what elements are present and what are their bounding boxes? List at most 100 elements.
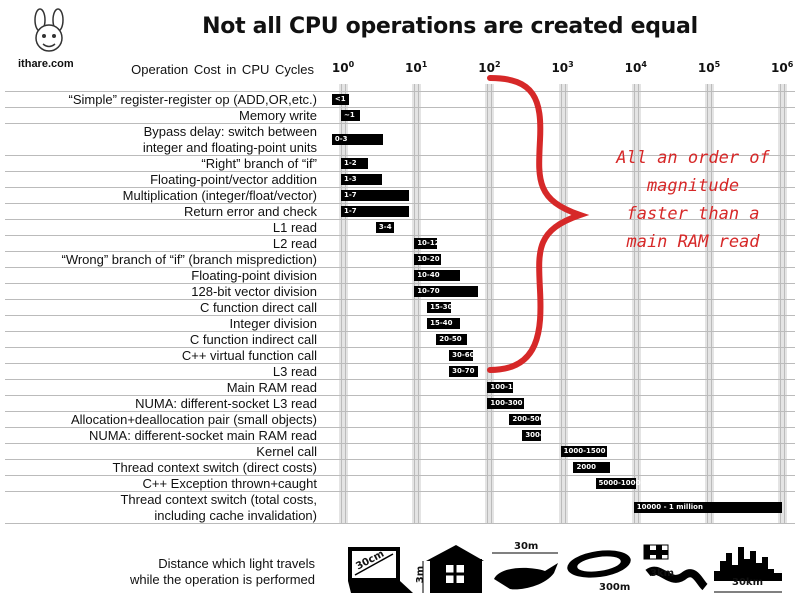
cost-bar: ~1 <box>341 110 360 121</box>
cost-bar: 3-4 <box>375 222 395 233</box>
gridline-horizontal <box>5 203 795 204</box>
cost-bar: 15-30 <box>427 302 452 313</box>
row-label: Allocation+deallocation pair (small obje… <box>70 412 317 427</box>
annotation-line: faster than a <box>626 204 760 224</box>
gridline-horizontal <box>5 251 795 252</box>
distance-label: Distance which light travels while the o… <box>130 556 315 587</box>
gridline-vertical <box>560 84 562 524</box>
cost-bar: 300-500 <box>522 430 557 441</box>
x-axis-title: Operation Cost in CPU Cycles <box>131 62 314 77</box>
whale-icon: 30m <box>490 541 565 596</box>
cost-bar: 0-3 <box>331 134 383 145</box>
decade-band <box>485 84 495 524</box>
cost-bar: 10000 - 1 million <box>633 502 783 513</box>
row-label: C++ Exception thrown+caught <box>142 476 317 491</box>
distance-value: 30m <box>514 541 539 552</box>
gridline-horizontal <box>5 283 795 284</box>
gridline-horizontal <box>5 427 795 428</box>
gridline-horizontal <box>5 379 795 380</box>
gridline-horizontal <box>5 443 795 444</box>
distance-value: 300m <box>599 582 631 593</box>
cost-bar: 1-2 <box>341 158 369 169</box>
row-label: Thread context switch (direct costs) <box>112 460 317 475</box>
cost-bar: 1-7 <box>341 190 410 201</box>
gridline-horizontal <box>5 187 795 188</box>
cost-bar: 10-70 <box>414 286 479 297</box>
cost-bar: 100-150 <box>487 382 523 393</box>
row-label: Thread context switch (total costs, incl… <box>120 492 317 523</box>
cost-bar: 200-500 <box>509 414 545 425</box>
gridline-horizontal <box>5 411 795 412</box>
gridline-vertical <box>784 84 786 524</box>
cost-bar: 1000-1500 <box>560 446 607 457</box>
distance-value: 3km <box>650 568 675 579</box>
row-label: NUMA: different-socket L3 read <box>135 396 317 411</box>
annotation-line: magnitude <box>646 176 740 196</box>
gridline-horizontal <box>5 523 795 524</box>
logo-text: ithare.com <box>18 58 74 70</box>
decade-band <box>778 84 788 524</box>
gridline-vertical <box>341 84 342 524</box>
cost-bar: 1-7 <box>341 206 410 217</box>
decade-band <box>339 84 348 524</box>
race-track-icon: 3km <box>640 543 710 595</box>
chart-title: Not all CPU operations are created equal <box>202 14 698 39</box>
decade-band <box>705 84 714 524</box>
row-label: Kernel call <box>256 444 317 459</box>
gridline-horizontal <box>5 219 795 220</box>
decade-band <box>412 84 422 524</box>
stadium-track-icon: 300m <box>565 548 635 596</box>
x-tick-label: 100 <box>331 60 355 75</box>
distance-value: 30km <box>732 577 763 588</box>
row-label: Memory write <box>238 108 317 123</box>
gridline-horizontal <box>5 395 795 396</box>
row-label: L1 read <box>272 220 317 235</box>
row-label: Integer division <box>229 316 317 331</box>
row-label: NUMA: different-socket main RAM read <box>88 428 317 443</box>
row-label: Floating-point division <box>191 268 317 283</box>
row-label: Bypass delay: switch between integer and… <box>142 124 317 155</box>
row-label: “Right” branch of “if” <box>201 156 317 171</box>
gridline-horizontal <box>5 347 795 348</box>
gridline-vertical <box>418 84 420 524</box>
cost-bar: 1-3 <box>341 174 382 185</box>
x-tick-label: 102 <box>478 60 501 75</box>
gridline-vertical <box>711 84 712 524</box>
annotation-text: All an order of magnitude faster than a … <box>588 144 798 256</box>
cost-bar: <1 <box>331 94 349 105</box>
gridline-horizontal <box>5 491 795 492</box>
laptop-icon: 30cm <box>345 545 415 595</box>
gridline-vertical <box>637 84 639 524</box>
row-label: “Wrong” branch of “if” (branch mispredic… <box>61 252 317 267</box>
gridline-horizontal <box>5 91 795 92</box>
brace-annotation-icon <box>487 75 590 373</box>
gridline-horizontal <box>5 315 795 316</box>
gridline-vertical <box>345 84 346 524</box>
logo: ithare.com <box>18 8 80 70</box>
row-label: “Simple” register-register op (ADD,OR,et… <box>68 92 318 107</box>
gridline-vertical <box>491 84 493 524</box>
gridline-horizontal <box>5 235 795 236</box>
gridline-horizontal <box>5 123 795 124</box>
x-tick-label: 104 <box>624 60 647 75</box>
gridline-horizontal <box>5 363 795 364</box>
row-label: C++ virtual function call <box>181 348 317 363</box>
decade-band <box>631 84 641 524</box>
x-tick-label: 105 <box>697 60 721 75</box>
distance-value: 3m <box>415 565 427 584</box>
row-label: C function indirect call <box>189 332 317 347</box>
annotation-line: main RAM read <box>626 232 760 252</box>
gridline-horizontal <box>5 171 795 172</box>
gridline-vertical <box>487 84 489 524</box>
x-tick-label: 106 <box>771 60 794 75</box>
x-tick-label: 103 <box>551 60 574 75</box>
cost-bar: 100-300 <box>487 398 525 409</box>
cost-bar: 2000 <box>573 462 611 473</box>
gridline-vertical <box>707 84 708 524</box>
gridline-vertical <box>564 84 566 524</box>
annotation-line: All an order of <box>616 148 770 168</box>
cost-bar: 30-70 <box>449 366 479 377</box>
row-label: C function direct call <box>199 300 317 315</box>
row-label: Multiplication (integer/float/vector) <box>122 188 317 203</box>
cost-bar: 15-40 <box>427 318 461 329</box>
